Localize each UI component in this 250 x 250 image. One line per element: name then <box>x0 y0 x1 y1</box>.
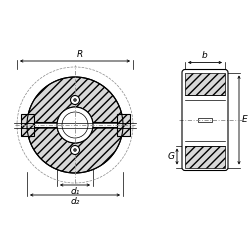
Bar <box>116 114 130 136</box>
Polygon shape <box>27 128 123 173</box>
FancyBboxPatch shape <box>182 70 228 170</box>
Bar <box>185 146 225 168</box>
Circle shape <box>70 96 80 104</box>
Text: R: R <box>77 50 83 59</box>
Text: b: b <box>202 52 208 60</box>
Bar <box>185 72 225 94</box>
Bar <box>20 114 34 136</box>
Text: d₁: d₁ <box>70 187 80 196</box>
Text: G: G <box>168 152 175 161</box>
Circle shape <box>70 146 80 154</box>
Text: d₂: d₂ <box>70 197 80 206</box>
Bar <box>116 114 130 136</box>
Circle shape <box>74 148 76 152</box>
Circle shape <box>57 107 93 143</box>
Bar <box>20 114 34 136</box>
Circle shape <box>74 98 76 102</box>
Text: E: E <box>242 116 248 124</box>
Polygon shape <box>27 77 123 122</box>
Circle shape <box>27 77 123 173</box>
Bar <box>185 100 225 140</box>
Bar <box>198 118 212 122</box>
